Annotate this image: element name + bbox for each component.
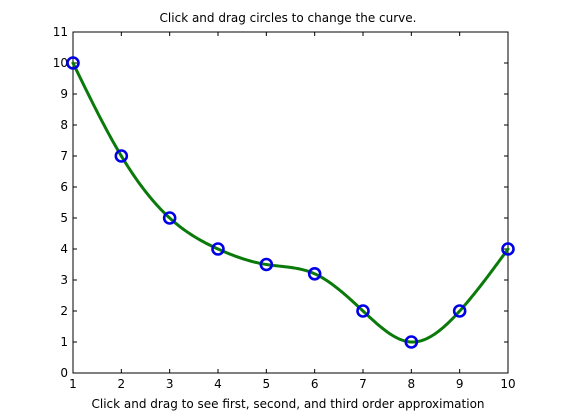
control-point-handle[interactable] — [452, 304, 467, 318]
control-point-handle[interactable] — [114, 149, 129, 163]
x-tick-label: 6 — [311, 377, 319, 391]
y-tick-label: 6 — [60, 180, 68, 194]
y-tick-label: 7 — [60, 149, 68, 163]
control-point-handle[interactable] — [307, 266, 322, 281]
x-tick-label: 8 — [408, 377, 416, 391]
control-point-handle[interactable] — [356, 304, 370, 318]
y-tick-label: 0 — [60, 366, 68, 380]
plot-area — [72, 31, 509, 374]
x-tick-label: 2 — [118, 377, 126, 391]
control-point-handle[interactable] — [259, 257, 274, 272]
x-tick-label: 5 — [263, 377, 271, 391]
control-point-handle[interactable] — [66, 56, 80, 70]
y-tick-label: 4 — [60, 242, 68, 256]
interpolated-curve — [71, 61, 510, 344]
y-tick-label: 3 — [60, 273, 68, 287]
y-tick-label: 11 — [53, 25, 68, 39]
control-point-handle[interactable] — [404, 335, 419, 349]
y-tick-label: 2 — [60, 304, 68, 318]
x-tick-label: 9 — [456, 377, 464, 391]
control-point-handle[interactable] — [501, 242, 515, 256]
x-tick-label: 4 — [214, 377, 222, 391]
x-tick-label: 3 — [166, 377, 174, 391]
x-axis: 1 2 3 4 5 6 7 8 9 10 — [69, 32, 516, 391]
y-tick-label: 8 — [60, 118, 68, 132]
y-axis: 0 1 2 3 4 5 6 7 8 9 10 11 — [53, 25, 508, 380]
x-tick-label: 1 — [69, 377, 77, 391]
x-tick-label: 10 — [500, 377, 515, 391]
y-tick-label: 9 — [60, 87, 68, 101]
control-point-handle[interactable] — [162, 211, 177, 225]
chart-title: Click and drag circles to change the cur… — [160, 11, 417, 25]
control-points — [66, 56, 515, 349]
x-axis-label: Click and drag to see first, second, and… — [91, 397, 484, 411]
y-tick-label: 10 — [53, 56, 68, 70]
control-point-handle[interactable] — [211, 242, 225, 256]
y-tick-label: 5 — [60, 211, 68, 225]
y-tick-label: 1 — [60, 335, 68, 349]
x-tick-label: 7 — [359, 377, 367, 391]
